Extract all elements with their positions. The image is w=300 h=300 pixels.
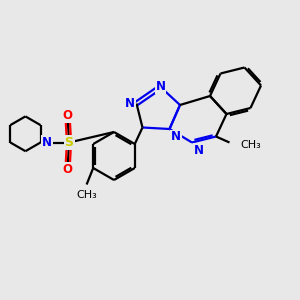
Text: N: N (194, 144, 203, 157)
Text: CH₃: CH₃ (76, 190, 97, 200)
Text: N: N (125, 97, 135, 110)
Text: O: O (62, 109, 73, 122)
Text: CH₃: CH₃ (240, 140, 261, 151)
Text: S: S (64, 136, 74, 149)
Text: O: O (62, 163, 73, 176)
Text: N: N (42, 136, 52, 149)
Text: N: N (171, 130, 181, 143)
Text: N: N (155, 80, 166, 94)
